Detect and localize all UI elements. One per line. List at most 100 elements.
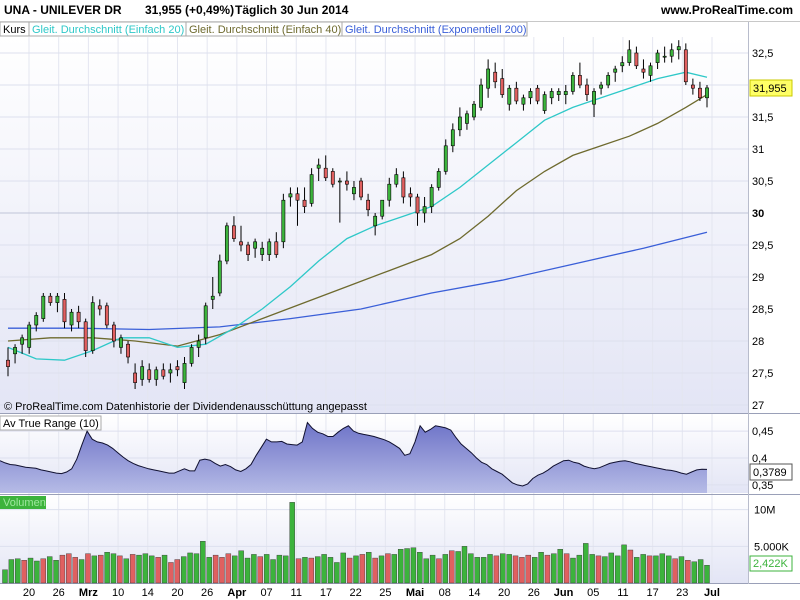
volume-bar	[2, 569, 8, 584]
candle-body	[655, 52, 660, 63]
ema200-path	[8, 231, 708, 331]
candle-body	[683, 49, 688, 83]
volume-bar	[429, 554, 436, 584]
candle-body	[224, 225, 229, 262]
candle-body	[465, 113, 469, 124]
candle-body	[232, 225, 236, 239]
volume-bar	[640, 554, 646, 584]
volume-bar	[423, 558, 429, 584]
ema200-line	[8, 231, 708, 331]
volume-bar	[391, 554, 397, 584]
candle-body	[288, 193, 293, 198]
candle-body	[13, 347, 17, 355]
volume-bar	[570, 557, 576, 584]
volume-bar	[385, 553, 391, 584]
volume-bar	[187, 552, 193, 584]
candle-body	[69, 311, 74, 326]
candle-body	[112, 324, 116, 342]
volume-title: Volumen	[3, 497, 46, 509]
atr-area	[0, 421, 708, 493]
volume-bar	[512, 555, 519, 584]
candle-body	[592, 91, 596, 105]
x-tick-label: 25	[379, 587, 391, 599]
volume-bar	[576, 554, 583, 584]
volume-bar	[506, 554, 512, 584]
volume-bar	[359, 554, 366, 584]
volume-bars	[2, 502, 710, 584]
candle-body	[161, 369, 166, 377]
volume-bar	[621, 544, 627, 584]
atr-tick-label: 0,4	[752, 453, 767, 465]
candle-body	[542, 94, 547, 111]
last-volume-box	[749, 555, 793, 572]
candle-body	[387, 183, 392, 201]
volume-bar	[410, 547, 417, 584]
volume-bar	[436, 558, 442, 584]
x-tick-label: 22	[350, 587, 362, 599]
volume-bar	[34, 560, 40, 584]
candle-body	[246, 244, 250, 255]
volume-bar	[378, 555, 385, 584]
x-tick-label: 26	[528, 587, 540, 599]
candle-body	[585, 84, 589, 95]
price-tick-label: 31	[752, 144, 764, 156]
candle-body	[253, 241, 258, 249]
candle-body	[570, 75, 575, 92]
volume-bar	[251, 554, 257, 584]
candle-body	[500, 78, 505, 95]
volume-bar	[563, 553, 570, 584]
candle-body	[648, 65, 653, 76]
volume-bar	[493, 555, 500, 584]
candle-body	[578, 75, 582, 86]
x-tick-label: 14	[142, 587, 154, 599]
atr-line	[0, 421, 708, 487]
volume-bar	[551, 553, 557, 584]
site-link[interactable]: www.ProRealTime.com	[661, 3, 794, 17]
volume-bar	[531, 557, 538, 584]
volume-bar	[538, 552, 544, 584]
volume-bar	[614, 555, 621, 584]
candle-body	[27, 324, 32, 348]
candle-body	[563, 91, 568, 95]
x-tick-label: Jul	[704, 587, 720, 599]
candle-body	[394, 174, 399, 185]
volume-bar	[72, 557, 78, 584]
candle-body	[6, 359, 10, 367]
price-tick-label: 29	[752, 272, 764, 284]
volume-bar	[212, 554, 219, 584]
volume-bar	[666, 555, 672, 584]
price-tick-label: 31,5	[752, 112, 773, 124]
last-volume-value: 2,422K	[753, 558, 789, 570]
candle-body	[507, 87, 512, 105]
atr-tick-label: 0,35	[752, 480, 773, 492]
x-tick-label: Apr	[227, 587, 247, 599]
volume-bar	[583, 543, 589, 584]
volume-bar	[219, 557, 225, 584]
volume-bar	[308, 557, 315, 584]
candle-body	[20, 337, 25, 345]
candle-body	[337, 180, 342, 183]
candle-body	[126, 343, 130, 358]
volume-bar	[180, 556, 187, 584]
candle-body	[705, 87, 709, 99]
volume-bar	[289, 502, 295, 584]
x-tick-label: 26	[53, 587, 65, 599]
x-tick-label: 17	[320, 587, 332, 599]
candle-body	[48, 295, 53, 303]
x-tick-label: 20	[23, 587, 35, 599]
candle-body	[429, 187, 434, 207]
volume-bar	[697, 559, 704, 584]
volume-bar	[27, 557, 34, 584]
candle-body	[415, 196, 420, 214]
atr-title-box	[0, 415, 102, 431]
volume-bar	[417, 552, 423, 584]
volume-bar	[40, 558, 46, 584]
volume-bar	[257, 556, 263, 584]
volume-bar	[276, 554, 283, 584]
candle-body	[436, 171, 441, 188]
candle-body	[698, 87, 702, 99]
x-tick-label: 26	[201, 587, 213, 599]
candle-body	[147, 369, 152, 380]
candle-body	[422, 206, 427, 214]
